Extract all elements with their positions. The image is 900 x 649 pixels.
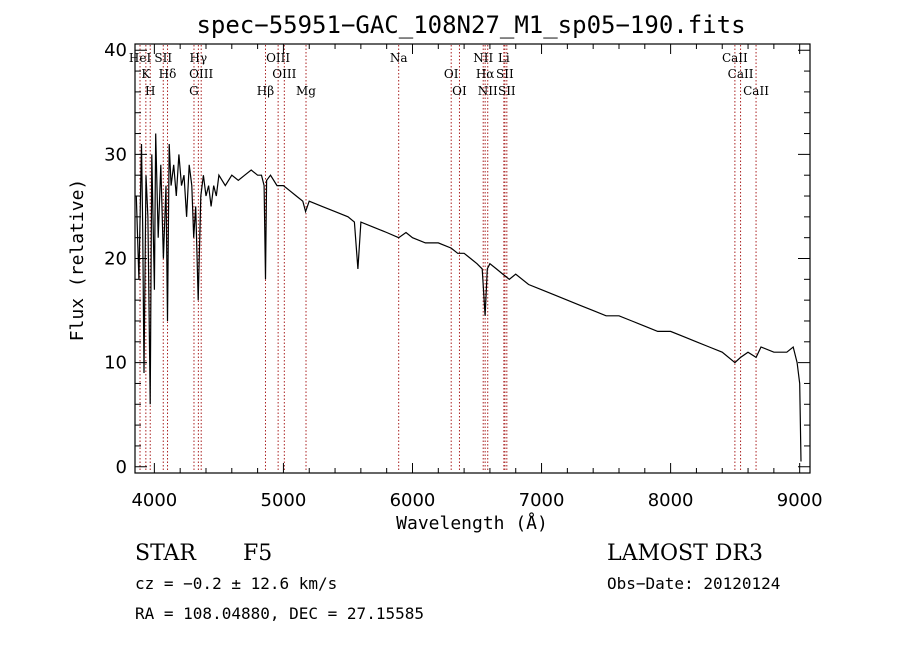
x-tick-label: 9000 <box>777 490 823 511</box>
x-axis-label: Wavelength (Å) <box>396 512 548 534</box>
object-class: STAR <box>135 541 197 566</box>
spectral-line-label: OIII <box>189 67 213 81</box>
y-tick-label: 30 <box>104 144 127 165</box>
spectral-line-label: H <box>145 84 155 98</box>
spectral-line-label: Na <box>390 51 408 65</box>
x-tick-label: 8000 <box>648 490 694 511</box>
plot-frame <box>134 43 811 474</box>
spectral-line-label: CaII <box>722 51 748 65</box>
coordinates: RA = 108.04880, DEC = 27.15585 <box>135 604 424 623</box>
y-tick-label: 10 <box>104 353 127 374</box>
x-tick-label: 6000 <box>390 490 436 511</box>
x-tick-label: 5000 <box>261 490 307 511</box>
spectral-line-label: Mg <box>296 84 316 98</box>
y-tick-label: 20 <box>104 249 127 270</box>
y-axis-ticks: 0 10 20 30 40 <box>104 40 810 478</box>
spectral-line-label: SII <box>496 67 514 81</box>
spectral-subclass: F5 <box>243 541 272 566</box>
spectral-line-label: Hα <box>476 67 495 81</box>
spectral-line-label: SII <box>154 51 172 65</box>
spectral-line-label: NII <box>478 84 498 98</box>
chart-title: spec−55951−GAC_108N27_M1_sp05−190.fits <box>196 11 745 39</box>
y-tick-label: 40 <box>104 40 127 61</box>
spectral-line-label: Hδ <box>159 67 177 81</box>
spectral-line-label: CaII <box>728 67 754 81</box>
redshift-cz: cz = −0.2 ± 12.6 km/s <box>135 574 337 593</box>
spectral-line-label: K <box>141 67 151 81</box>
spectral-line-label: OIII <box>266 51 290 65</box>
spectral-line-label: OI <box>452 84 467 98</box>
spectral-line-markers <box>139 45 757 472</box>
spectral-line-label: HeI <box>129 51 152 65</box>
spectral-line-label: OIII <box>272 67 296 81</box>
spectral-line-label: NII <box>473 51 493 65</box>
observation-date: Obs−Date: 20120124 <box>607 574 780 593</box>
spectral-line-label: Hγ <box>190 51 208 65</box>
y-tick-label: 0 <box>116 457 127 478</box>
spectral-line-label: Hβ <box>257 84 274 98</box>
survey-name: LAMOST DR3 <box>607 541 763 566</box>
spectral-line-label: CaII <box>743 84 769 98</box>
x-tick-label: 4000 <box>131 490 177 511</box>
y-axis-label: Flux (relative) <box>67 179 88 342</box>
spectral-line-labels: HeIKHSIIHδGHγOIIIHβOIIIOIIIMgNaOIOINIIHα… <box>129 51 769 98</box>
spectral-line-label: OI <box>444 67 459 81</box>
spectral-line-label: SII <box>498 84 516 98</box>
spectral-line-label: Li <box>498 51 510 65</box>
x-axis-ticks: 4000 5000 6000 7000 8000 9000 <box>131 44 823 511</box>
spectral-line-label: G <box>189 84 199 98</box>
x-tick-label: 7000 <box>519 490 565 511</box>
spectrum-series-line <box>135 133 802 462</box>
